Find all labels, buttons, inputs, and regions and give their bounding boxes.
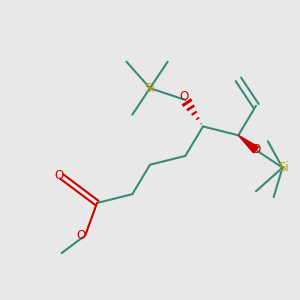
Text: O: O bbox=[179, 91, 188, 103]
Text: Si: Si bbox=[145, 82, 155, 95]
Text: O: O bbox=[54, 169, 63, 182]
Polygon shape bbox=[238, 135, 259, 153]
Text: Si: Si bbox=[279, 161, 289, 174]
Text: O: O bbox=[251, 143, 261, 157]
Text: O: O bbox=[76, 229, 86, 242]
